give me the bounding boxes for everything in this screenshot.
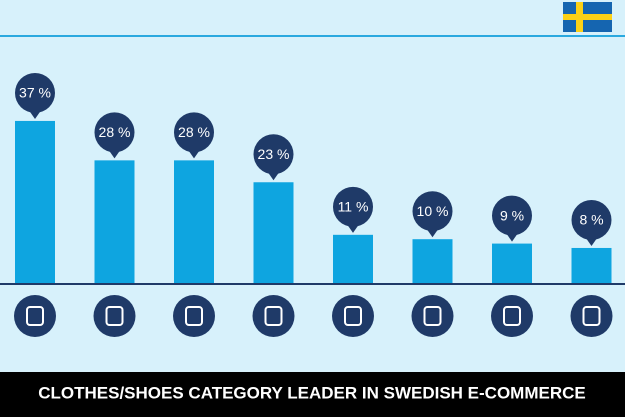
icon-glyph [344,306,362,326]
icon-glyph [264,306,283,326]
icon-circle [93,295,136,337]
sweden-flag [563,2,612,32]
value-label: 28 % [178,124,210,140]
label-bubble [571,199,612,240]
value-label: 11 % [338,199,369,215]
value-label: 37 % [19,85,51,101]
bar [492,243,532,283]
value-label: 10 % [417,203,449,219]
icon-glyph [26,306,44,326]
value-label: 9 % [500,207,524,223]
bar [94,160,135,283]
icon-glyph [105,306,124,326]
bar [571,247,612,283]
category-icon [332,295,374,337]
bar [412,239,453,283]
label-bubble [174,112,214,153]
category-icon [491,295,533,337]
icon-glyph [582,306,601,326]
value-label: 28 % [99,124,131,140]
icon-glyph [503,306,521,326]
icon-circle [332,295,374,337]
icon-glyph [185,306,203,326]
value-label: 8 % [579,212,603,228]
bar [174,160,214,283]
label-bubble [412,191,453,232]
icon-glyph [423,306,442,326]
chart-title: CLOTHES/SHOES CATEGORY LEADER IN SWEDISH… [38,383,586,402]
category-icon [411,295,454,337]
icon-circle [411,295,454,337]
category-icon [14,295,56,337]
bar [253,182,294,283]
label-bubble [253,134,294,175]
value-label: 23 % [258,146,290,162]
category-icon [570,295,613,337]
bar [15,120,55,283]
icon-circle [14,295,56,337]
icon-circle [252,295,295,337]
label-bubble [492,195,532,236]
icon-circle [491,295,533,337]
icon-circle [173,295,215,337]
label-bubble [333,186,373,227]
label-bubble [15,72,55,113]
category-icon [93,295,136,337]
category-icon [173,295,215,337]
footer [0,372,625,417]
label-bubble [94,112,135,153]
category-icon [252,295,295,337]
icon-circle [570,295,613,337]
bar [333,234,373,283]
